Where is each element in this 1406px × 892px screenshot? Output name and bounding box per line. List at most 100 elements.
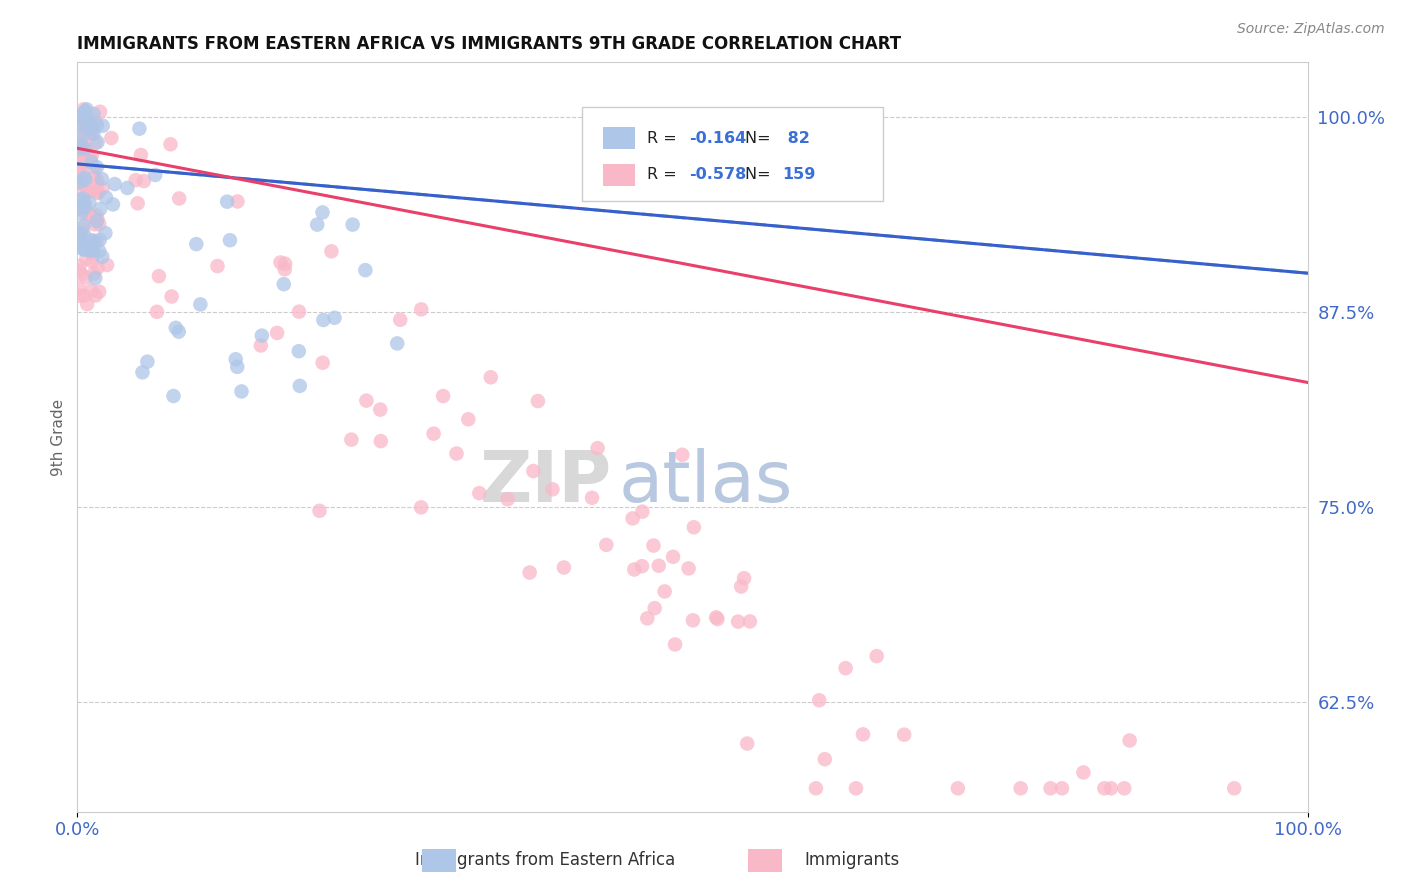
Point — [67, 175, 90, 189]
Point — [86, 135, 108, 149]
Point — [67, 263, 90, 277]
Point — [160, 289, 183, 303]
Point — [342, 218, 364, 232]
Point — [76, 297, 98, 311]
Point — [226, 194, 249, 209]
Point — [67, 281, 90, 295]
Point — [682, 520, 704, 534]
Point — [148, 269, 170, 284]
Point — [67, 140, 90, 154]
Point — [131, 365, 153, 379]
Text: Immigrants: Immigrants — [804, 852, 900, 870]
Point — [89, 104, 111, 119]
Point — [75, 252, 97, 266]
Point — [67, 227, 90, 242]
Point — [86, 183, 108, 197]
Point — [73, 173, 96, 187]
Point — [519, 566, 541, 580]
Point — [73, 186, 96, 200]
Point — [76, 182, 98, 196]
Point — [288, 304, 311, 318]
Point — [75, 270, 97, 285]
Point — [446, 446, 468, 460]
Point — [312, 313, 335, 327]
Point — [83, 235, 105, 249]
Point — [73, 170, 96, 185]
Point — [72, 144, 94, 158]
Point — [217, 194, 239, 209]
Point — [67, 197, 90, 211]
Point — [323, 310, 346, 325]
Point — [73, 198, 96, 212]
Point — [89, 202, 111, 216]
Point — [70, 124, 93, 138]
Point — [80, 155, 103, 169]
Point — [845, 781, 868, 796]
Point — [250, 338, 273, 352]
Point — [91, 181, 114, 195]
Point — [72, 166, 94, 180]
Point — [82, 243, 104, 257]
Point — [69, 193, 91, 207]
Point — [79, 237, 101, 252]
Point — [77, 185, 100, 199]
Point — [70, 227, 93, 241]
Point — [738, 615, 761, 629]
Point — [356, 393, 378, 408]
Point — [321, 244, 343, 259]
Point — [67, 147, 90, 161]
Point — [69, 108, 91, 122]
Point — [662, 549, 685, 564]
Point — [631, 559, 654, 574]
Point — [73, 103, 96, 117]
Point — [100, 131, 122, 145]
Point — [91, 250, 114, 264]
Point — [70, 137, 93, 152]
Point — [409, 500, 432, 515]
Point — [541, 483, 564, 497]
Point — [432, 389, 454, 403]
Point — [67, 157, 90, 171]
Point — [77, 244, 100, 258]
Point — [75, 196, 97, 211]
Point — [67, 137, 90, 152]
Point — [733, 571, 755, 585]
Point — [1039, 781, 1062, 796]
Point — [72, 242, 94, 256]
Bar — [603, 127, 634, 149]
Point — [89, 285, 111, 299]
Point — [70, 268, 93, 282]
Point — [67, 142, 90, 156]
Point — [86, 213, 108, 227]
Point — [70, 236, 93, 251]
Point — [80, 148, 103, 162]
Point — [80, 234, 103, 248]
Point — [83, 170, 105, 185]
Point — [165, 320, 187, 334]
Point — [643, 539, 665, 553]
Point — [1118, 733, 1140, 747]
Point — [162, 389, 184, 403]
Point — [80, 121, 103, 136]
Point — [250, 328, 273, 343]
Point — [496, 492, 519, 507]
Point — [75, 205, 97, 219]
Point — [73, 228, 96, 243]
Point — [67, 288, 90, 302]
Point — [72, 219, 94, 233]
Point — [479, 370, 502, 384]
Point — [75, 104, 97, 119]
Point — [67, 117, 90, 131]
Point — [1050, 781, 1073, 796]
Point — [581, 491, 603, 505]
Point — [852, 727, 875, 741]
Point — [80, 284, 103, 298]
Point — [621, 511, 644, 525]
Point — [73, 201, 96, 215]
Point — [636, 611, 658, 625]
Point — [80, 127, 103, 141]
Point — [75, 125, 97, 139]
Text: Immigrants from Eastern Africa: Immigrants from Eastern Africa — [415, 852, 675, 870]
Point — [623, 562, 645, 576]
Point — [75, 110, 97, 124]
